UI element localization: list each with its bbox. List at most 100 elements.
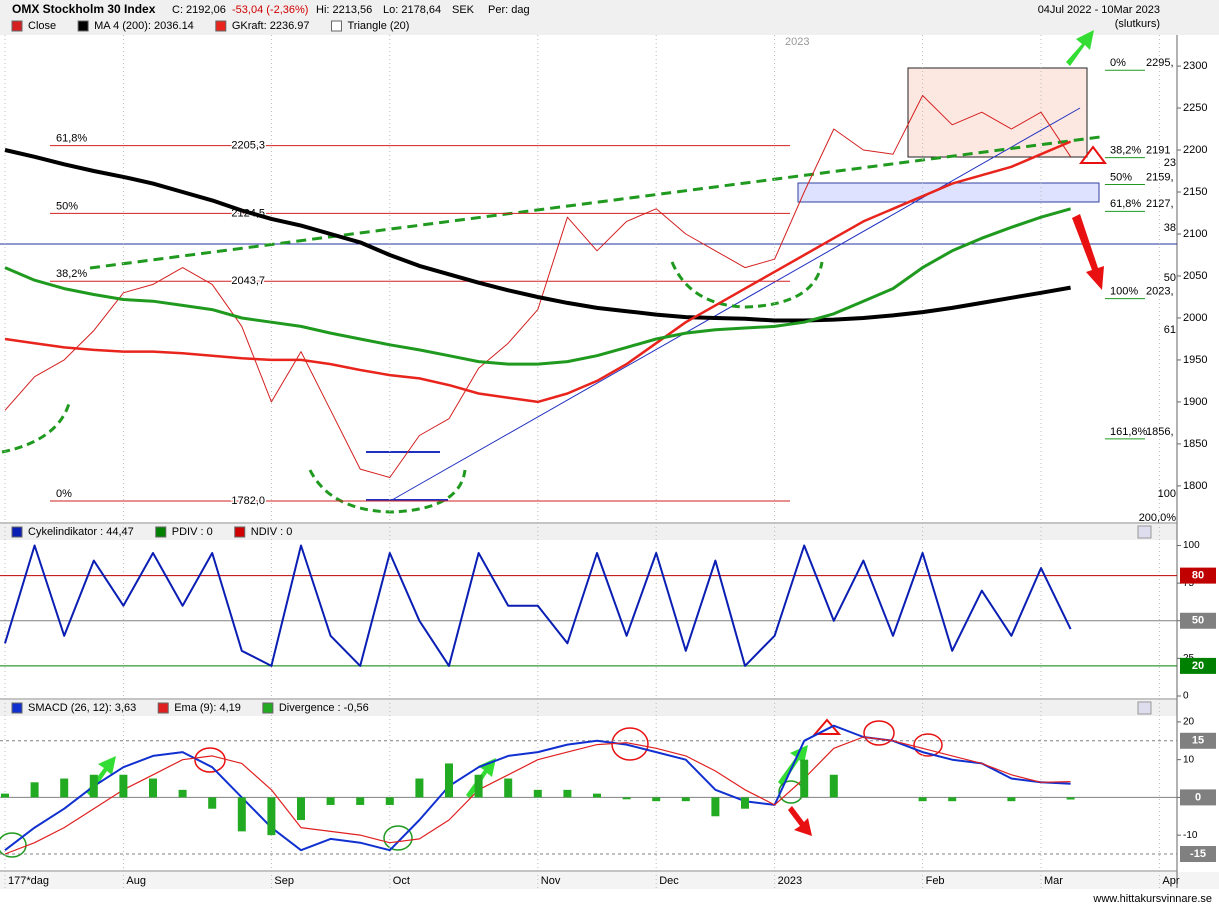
y-tick-label: 2300 (1183, 60, 1207, 72)
fib-label: 100% (1110, 286, 1138, 298)
fib-value: 1782,0 (231, 495, 265, 507)
basis: (slutkurs) (1115, 18, 1160, 30)
bar (178, 789, 187, 798)
y-tick-label: 2050 (1183, 270, 1207, 282)
panel-header (0, 700, 1177, 716)
fib-clipped: 100 (1158, 488, 1176, 500)
y-tick-label: 2250 (1183, 102, 1207, 114)
legend-label: Ema (9): 4,19 (174, 702, 241, 714)
bar (267, 797, 276, 836)
level-box (1180, 732, 1216, 749)
zoom-button[interactable] (1137, 525, 1152, 539)
fib-clipped: 200,0% (1139, 512, 1177, 524)
bar (948, 797, 957, 802)
fib-value: 1856, (1146, 426, 1174, 438)
date-range: 04Jul 2022 - 10Mar 2023 (1038, 4, 1160, 16)
pattern-arc (308, 469, 467, 514)
marker-circle (194, 747, 226, 773)
legend-label: SMACD (26, 12): 3,63 (28, 702, 136, 714)
bar (829, 774, 838, 798)
fib-value: 2023, (1146, 286, 1174, 298)
x-tick-label: Apr (1162, 875, 1179, 887)
down-arrow (1072, 214, 1104, 290)
panel-header (0, 524, 1177, 540)
level-label: -15 (1190, 848, 1206, 860)
marker-circle (383, 825, 413, 851)
trend-line (89, 135, 1101, 270)
level-box (1180, 657, 1216, 674)
fib-label: 38,2% (56, 268, 87, 280)
bar (563, 789, 572, 798)
bar (1066, 797, 1075, 800)
bar (119, 774, 128, 798)
y-tick-label: 100 (1183, 540, 1200, 551)
x-tick-label: Mar (1044, 875, 1063, 887)
y-tick-label: 1900 (1183, 396, 1207, 408)
bar (681, 797, 690, 802)
y-tick-label: 2100 (1183, 228, 1207, 240)
fib-label: 0% (56, 488, 72, 500)
x-tick-label: Nov (541, 875, 561, 887)
bar (149, 778, 157, 798)
fib-value: 2295, (1146, 57, 1174, 69)
level-label: 80 (1192, 570, 1204, 582)
x-tick-label: Sep (274, 875, 294, 887)
bar (593, 793, 601, 798)
header-bar (0, 0, 1219, 35)
legend-label: Close (28, 20, 56, 32)
bar (30, 782, 39, 798)
level-label: 0 (1195, 791, 1201, 803)
y-tick-label: 0 (1183, 691, 1189, 702)
legend-swatch (11, 702, 23, 714)
legend-swatch (157, 702, 169, 714)
x-tick-label: Dec (659, 875, 679, 887)
legend-label: GKraft: 2236.97 (232, 20, 310, 32)
bar (533, 789, 542, 798)
range-box (907, 67, 1088, 158)
series-line (4, 95, 1072, 478)
fib-clipped: 38 (1164, 222, 1176, 234)
currency: SEK (452, 4, 475, 16)
change: -53,04 (-2,36%) (232, 4, 308, 16)
legend-label: Divergence : -0,56 (279, 702, 369, 714)
level-box (1180, 789, 1216, 806)
high: Hi: 2213,56 (316, 4, 372, 16)
bar (474, 774, 483, 798)
warning-triangle (1079, 145, 1107, 164)
y-tick-label: 2000 (1183, 312, 1207, 324)
fib-value: 2191 (1146, 144, 1170, 156)
legend-swatch (262, 702, 274, 714)
series-line (4, 736, 1071, 855)
x-tick-label: Feb (926, 875, 945, 887)
zoom-button[interactable] (1137, 701, 1152, 715)
bar (237, 797, 246, 832)
legend-label: PDIV : 0 (172, 526, 213, 538)
x-tick-label: 2023 (778, 875, 802, 887)
legend-swatch (11, 526, 23, 538)
y-tick-label: 2200 (1183, 144, 1207, 156)
y-tick-label: 1850 (1183, 438, 1207, 450)
marker-circle (0, 832, 27, 858)
fib-label: 61,8% (1110, 198, 1141, 210)
down-arrow (788, 806, 812, 836)
x-tick-label: Oct (393, 875, 410, 887)
legend-swatch (11, 20, 23, 32)
legend-swatch (155, 526, 167, 538)
bar (297, 797, 305, 821)
bar (385, 797, 394, 805)
fib-label: 61,8% (56, 132, 87, 144)
level-label: 15 (1192, 735, 1204, 747)
legend-label: Triangle (20) (347, 20, 409, 32)
fib-label: 50% (1110, 171, 1132, 183)
legend-swatch (215, 20, 227, 32)
fib-clipped: 23 (1164, 157, 1176, 169)
fib-label: 161,8% (1110, 426, 1148, 438)
level-box (1180, 567, 1216, 584)
fib-label: 0% (1110, 57, 1126, 69)
x-tick-label: Aug (126, 875, 146, 887)
bar (652, 797, 661, 802)
fib-value: 2043,7 (231, 275, 265, 287)
series-line (4, 207, 1072, 366)
bar (356, 797, 365, 805)
